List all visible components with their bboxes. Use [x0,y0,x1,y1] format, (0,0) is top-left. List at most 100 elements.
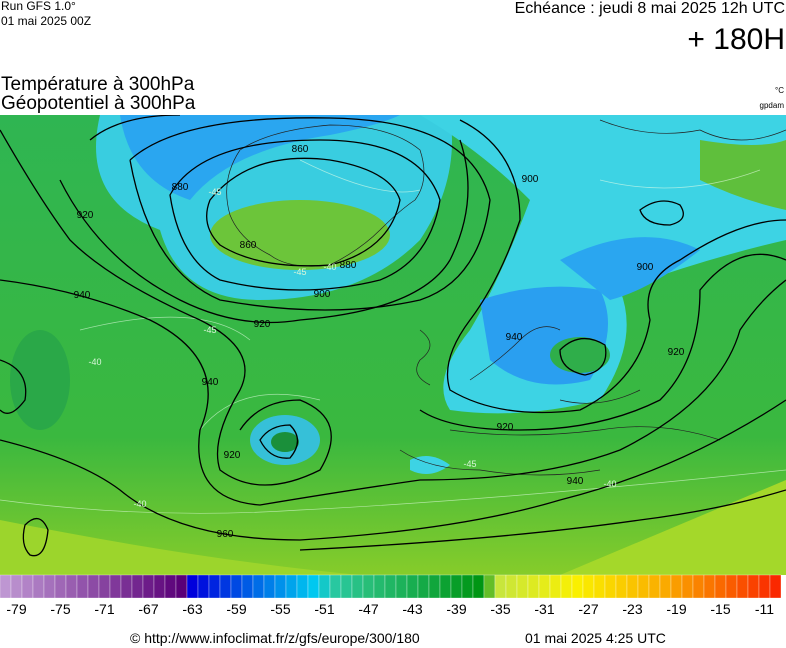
colorbar-swatch [703,574,716,599]
colorbar-tick-label: -55 [270,601,290,617]
run-date: 01 mai 2025 00Z [1,14,91,28]
colorbar-tick-label: -19 [666,601,686,617]
colorbar-swatch [54,574,67,599]
colorbar-swatch [142,574,155,599]
isotherm-label: -40 [88,357,101,367]
colorbar-swatch [725,574,738,599]
colorbar-swatch [428,574,441,599]
colorbar-swatch [307,574,320,599]
colorbar-swatch [21,574,34,599]
colorbar-swatch [274,574,287,599]
colorbar-swatch [252,574,265,599]
colorbar-swatch [395,574,408,599]
colorbar-swatch [87,574,100,599]
colorbar-swatch [593,574,606,599]
colorbar-swatch [197,574,210,599]
colorbar-swatch [318,574,331,599]
contour-label: 920 [224,450,241,461]
colorbar-swatch [494,574,507,599]
colorbar-tick-label: -67 [138,601,158,617]
colorbar-swatch [417,574,430,599]
contour-label: 900 [522,174,539,185]
title-geo: Géopotentiel à 300hPa [1,93,196,114]
contour-label: 880 [172,182,189,193]
colorbar-swatch [329,574,342,599]
colorbar-swatch [560,574,573,599]
colorbar-swatch [538,574,551,599]
colorbar-swatch [582,574,595,599]
colorbar-swatch [758,574,771,599]
colorbar-tick-label: -23 [622,601,642,617]
contour-label: 920 [254,319,271,330]
colorbar-tick-label: -27 [578,601,598,617]
colorbar-tick-label: -11 [755,601,774,617]
colorbar-swatch [637,574,650,599]
colorbar-tick-label: -71 [94,601,114,617]
colorbar-swatch [472,574,485,599]
colorbar-swatch [43,574,56,599]
colorbar-swatch [747,574,760,599]
colorbar-swatch [571,574,584,599]
isotherm-label: -45 [293,267,306,277]
colorbar-swatch [648,574,661,599]
colorbar-swatch [340,574,353,599]
valid-time: Echéance : jeudi 8 mai 2025 12h UTC [515,0,785,17]
contour-label: 880 [340,260,357,271]
contour-label: 920 [668,347,685,358]
colorbar-swatch [296,574,309,599]
colorbar-swatch [461,574,474,599]
colorbar-tick-label: -75 [50,601,70,617]
colorbar-swatch [164,574,177,599]
colorbar-swatch [153,574,166,599]
colorbar-swatch [351,574,364,599]
isotherm-label: -40 [133,499,146,509]
colorbar-swatch [362,574,375,599]
colorbar-swatch [604,574,617,599]
colorbar-swatch [736,574,749,599]
colorbar-swatch [186,574,199,599]
colorbar-swatch [219,574,232,599]
colorbar-tick-label: -39 [446,601,466,617]
generated-time: 01 mai 2025 4:25 UTC [525,630,666,646]
unit-temp: °C [775,86,784,95]
colorbar-swatch [450,574,463,599]
contour-label: 940 [567,476,584,487]
colorbar-swatch [32,574,45,599]
colorbar-swatch [10,574,23,599]
colorbar-tick-label: -59 [226,601,246,617]
colorbar-swatch [714,574,727,599]
colorbar-swatch [98,574,111,599]
colorbar-swatch [0,574,12,599]
colorbar-tick-label: -63 [182,601,202,617]
colorbar-swatch [230,574,243,599]
colorbar-tick-label: -15 [710,601,730,617]
isotherm-label: -45 [463,459,476,469]
colorbar-swatch [373,574,386,599]
colorbar-swatch [516,574,529,599]
contour-label: 960 [217,529,234,540]
isotherm-label: -45 [208,187,221,197]
contour-label: 940 [74,290,91,301]
colorbar-tick-label: -35 [490,601,510,617]
colorbar-swatch [285,574,298,599]
source-url: © http://www.infoclimat.fr/z/gfs/europe/… [130,630,420,646]
run: Run GFS 1.0° [1,0,76,13]
colorbar-swatch [692,574,705,599]
colorbar-tick-label: -79 [6,601,26,617]
contour-label: 940 [506,332,523,343]
colorbar-swatch [406,574,419,599]
unit-geo: gpdam [760,101,785,110]
isotherm-label: -40 [323,262,336,272]
contour-label: 920 [497,422,514,433]
colorbar-swatch [131,574,144,599]
colorbar-swatch [505,574,518,599]
lead-time: + 180H [687,23,785,56]
contour-label: 860 [240,240,257,251]
colorbar-swatch [241,574,254,599]
isotherm-label: -45 [203,325,216,335]
colorbar-swatch [76,574,89,599]
title-temp: Température à 300hPa [1,74,195,95]
colorbar-tick-label: -47 [358,601,378,617]
isotherm-label: -40 [603,479,616,489]
colorbar-swatch [615,574,628,599]
